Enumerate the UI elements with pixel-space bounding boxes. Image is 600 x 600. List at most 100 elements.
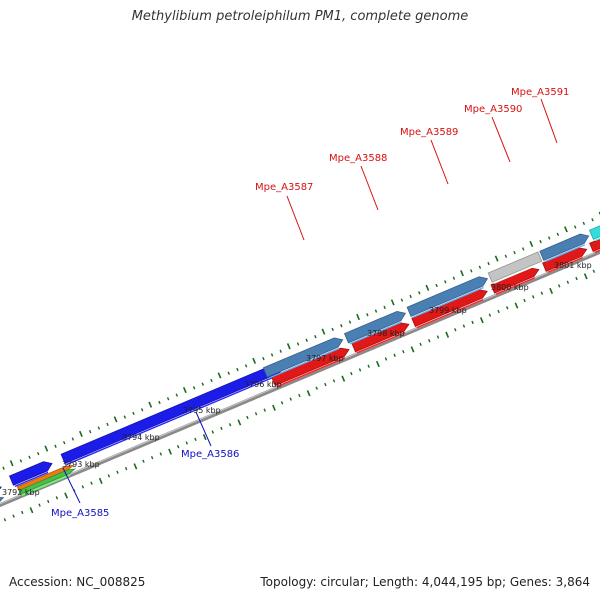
gene-label-mpe-a3587[interactable]: Mpe_A3587 [255, 182, 313, 193]
feature-red-6[interactable] [589, 225, 600, 254]
tick-outer [236, 367, 239, 372]
tick-outer [390, 299, 395, 306]
gene-leader-line [430, 139, 449, 185]
tick-outer [252, 357, 257, 364]
tick-inner [488, 313, 492, 317]
tick-inner [124, 466, 128, 471]
feature-cds-1-highlight [268, 347, 340, 379]
tick-outer [582, 221, 586, 226]
feature-orange-body[interactable] [16, 464, 75, 492]
tick-inner [81, 485, 85, 489]
tick-inner [246, 415, 249, 420]
feature-green-highlight [21, 474, 71, 496]
feature-blue-a[interactable] [8, 461, 53, 487]
tick-outer [106, 422, 109, 427]
tick-inner [194, 437, 197, 442]
feature-blue-long[interactable] [60, 363, 285, 466]
feature-cds-2-highlight [349, 321, 402, 345]
tick-inner [462, 324, 466, 328]
tick-inner [202, 434, 207, 441]
tick-inner [332, 379, 336, 383]
tick-outer [425, 284, 430, 291]
feature-red-4-highlight [495, 277, 536, 295]
tick-inner [176, 445, 180, 449]
tick-outer [348, 320, 352, 324]
gene-label-mpe-a3590[interactable]: Mpe_A3590 [464, 104, 522, 115]
feature-cds-4-highlight [544, 244, 586, 263]
feature-blue-small-body[interactable] [0, 497, 5, 507]
gene-label-mpe-a3586[interactable]: Mpe_A3586 [181, 449, 239, 460]
tick-outer [270, 353, 274, 357]
tick-outer [435, 283, 438, 288]
feature-red-1-highlight [276, 357, 346, 388]
feature-blue-small[interactable] [0, 497, 5, 508]
gene-leader-line [540, 98, 558, 144]
feature-cds-2-body[interactable] [343, 310, 407, 344]
genome-summary: Topology: circular; Length: 4,044,195 bp… [260, 575, 590, 589]
feature-cds-1[interactable] [262, 337, 344, 379]
tick-outer [71, 437, 75, 441]
feature-cds-2[interactable] [343, 310, 407, 345]
tick-inner [549, 287, 554, 294]
tick-outer [113, 416, 118, 423]
feature-cyan-body[interactable] [588, 214, 600, 240]
tick-inner [324, 382, 327, 387]
gene-leader-line [62, 467, 81, 504]
feature-blue-a-highlight [14, 471, 49, 487]
tick-inner [38, 503, 41, 507]
feature-cds-4[interactable] [539, 233, 590, 263]
kbp-label-4: 3795 kbp [183, 406, 221, 415]
tick-outer [374, 309, 378, 313]
gene-label-mpe-a3588[interactable]: Mpe_A3588 [329, 153, 387, 164]
tick-inner [46, 499, 50, 504]
tick-inner [454, 328, 457, 332]
tick-outer [478, 265, 482, 269]
backbone-line [0, 249, 600, 508]
feature-blue-left[interactable] [0, 486, 2, 499]
feature-grey[interactable] [487, 251, 543, 284]
tick-inner [159, 452, 163, 456]
tick-outer [97, 426, 101, 430]
gene-label-mpe-a3589[interactable]: Mpe_A3589 [400, 127, 458, 138]
feature-blue-left-body[interactable] [0, 486, 2, 498]
feature-cds-1-body[interactable] [262, 337, 344, 378]
tick-outer [262, 356, 265, 361]
tick-inner [471, 320, 474, 325]
tick-inner [64, 492, 69, 499]
feature-red-6-body[interactable] [589, 225, 600, 253]
tick-outer [140, 408, 144, 412]
feature-cds-3[interactable] [406, 276, 489, 319]
tick-inner [531, 295, 535, 299]
tick-outer [383, 305, 386, 310]
tick-outer [444, 280, 447, 284]
tick-inner [592, 269, 596, 273]
tick-inner [367, 364, 370, 368]
feature-green[interactable] [18, 468, 77, 496]
feature-red-3-highlight [416, 298, 484, 329]
tick-outer [296, 342, 300, 346]
feature-cds-3-body[interactable] [406, 276, 489, 317]
tick-outer [321, 328, 326, 335]
accession-label: Accession: NC_008825 [9, 575, 146, 589]
gene-features[interactable] [0, 214, 600, 508]
gene-label-mpe-a3585[interactable]: Mpe_A3585 [51, 508, 109, 519]
feature-blue-a-body[interactable] [8, 461, 53, 486]
tick-outer [366, 313, 369, 317]
tick-inner [358, 368, 362, 372]
gene-label-mpe-a3591[interactable]: Mpe_A3591 [511, 87, 569, 98]
tick-inner [402, 349, 405, 354]
tick-outer [452, 276, 456, 280]
tick-outer [521, 247, 525, 251]
feature-cds-4-body[interactable] [539, 233, 590, 261]
feature-grey-body[interactable] [487, 251, 543, 283]
feature-blue-long-body[interactable] [60, 363, 285, 465]
tick-inner [98, 477, 103, 485]
tick-inner [436, 335, 440, 339]
feature-green-body[interactable] [18, 468, 77, 495]
feature-cyan[interactable] [588, 214, 600, 242]
tick-outer [148, 401, 153, 408]
tick-inner [150, 455, 154, 460]
tick-inner [254, 412, 258, 416]
tick-outer [286, 343, 291, 350]
